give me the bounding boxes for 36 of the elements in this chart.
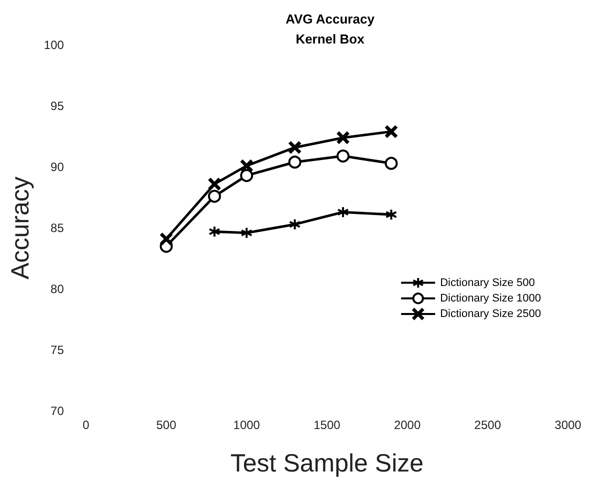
x-tick-label: 2000 xyxy=(394,418,421,432)
legend-label: Dictionary Size 2500 xyxy=(440,308,542,320)
legend-label: Dictionary Size 1000 xyxy=(440,292,542,304)
point xyxy=(240,169,254,182)
point xyxy=(240,160,253,172)
point xyxy=(288,218,301,230)
point xyxy=(288,141,301,154)
y-tick-label: 85 xyxy=(50,221,64,235)
point xyxy=(208,190,221,203)
y-tick-label: 75 xyxy=(50,343,64,357)
point xyxy=(288,156,302,169)
y-tick-label: 70 xyxy=(50,404,64,418)
y-tick-label: 80 xyxy=(50,282,64,296)
legend-label: Dictionary Size 500 xyxy=(440,276,535,289)
x-tick-label: 1000 xyxy=(233,418,260,432)
chart-title: AVG Accuracy Kernel Box xyxy=(286,12,376,46)
point xyxy=(240,226,253,239)
y-tick-label: 100 xyxy=(44,38,64,52)
x-tick-label: 500 xyxy=(156,418,177,432)
x-tick-label: 0 xyxy=(82,418,90,432)
y-axis-title: Accuracy xyxy=(6,176,34,280)
point xyxy=(337,206,350,218)
point xyxy=(336,150,350,163)
point xyxy=(385,126,398,138)
x-tick-label: 1500 xyxy=(314,418,341,432)
point xyxy=(160,232,172,245)
x-axis-title: Test Sample Size xyxy=(230,450,424,478)
point xyxy=(337,132,350,144)
point xyxy=(384,156,398,170)
y-tick-label: 95 xyxy=(50,99,64,113)
y-tick-label: 90 xyxy=(50,160,64,174)
point xyxy=(208,226,220,238)
point xyxy=(385,208,398,221)
x-tick-label: 3000 xyxy=(554,418,582,432)
point xyxy=(208,178,220,190)
x-tick-label: 2500 xyxy=(474,418,502,432)
